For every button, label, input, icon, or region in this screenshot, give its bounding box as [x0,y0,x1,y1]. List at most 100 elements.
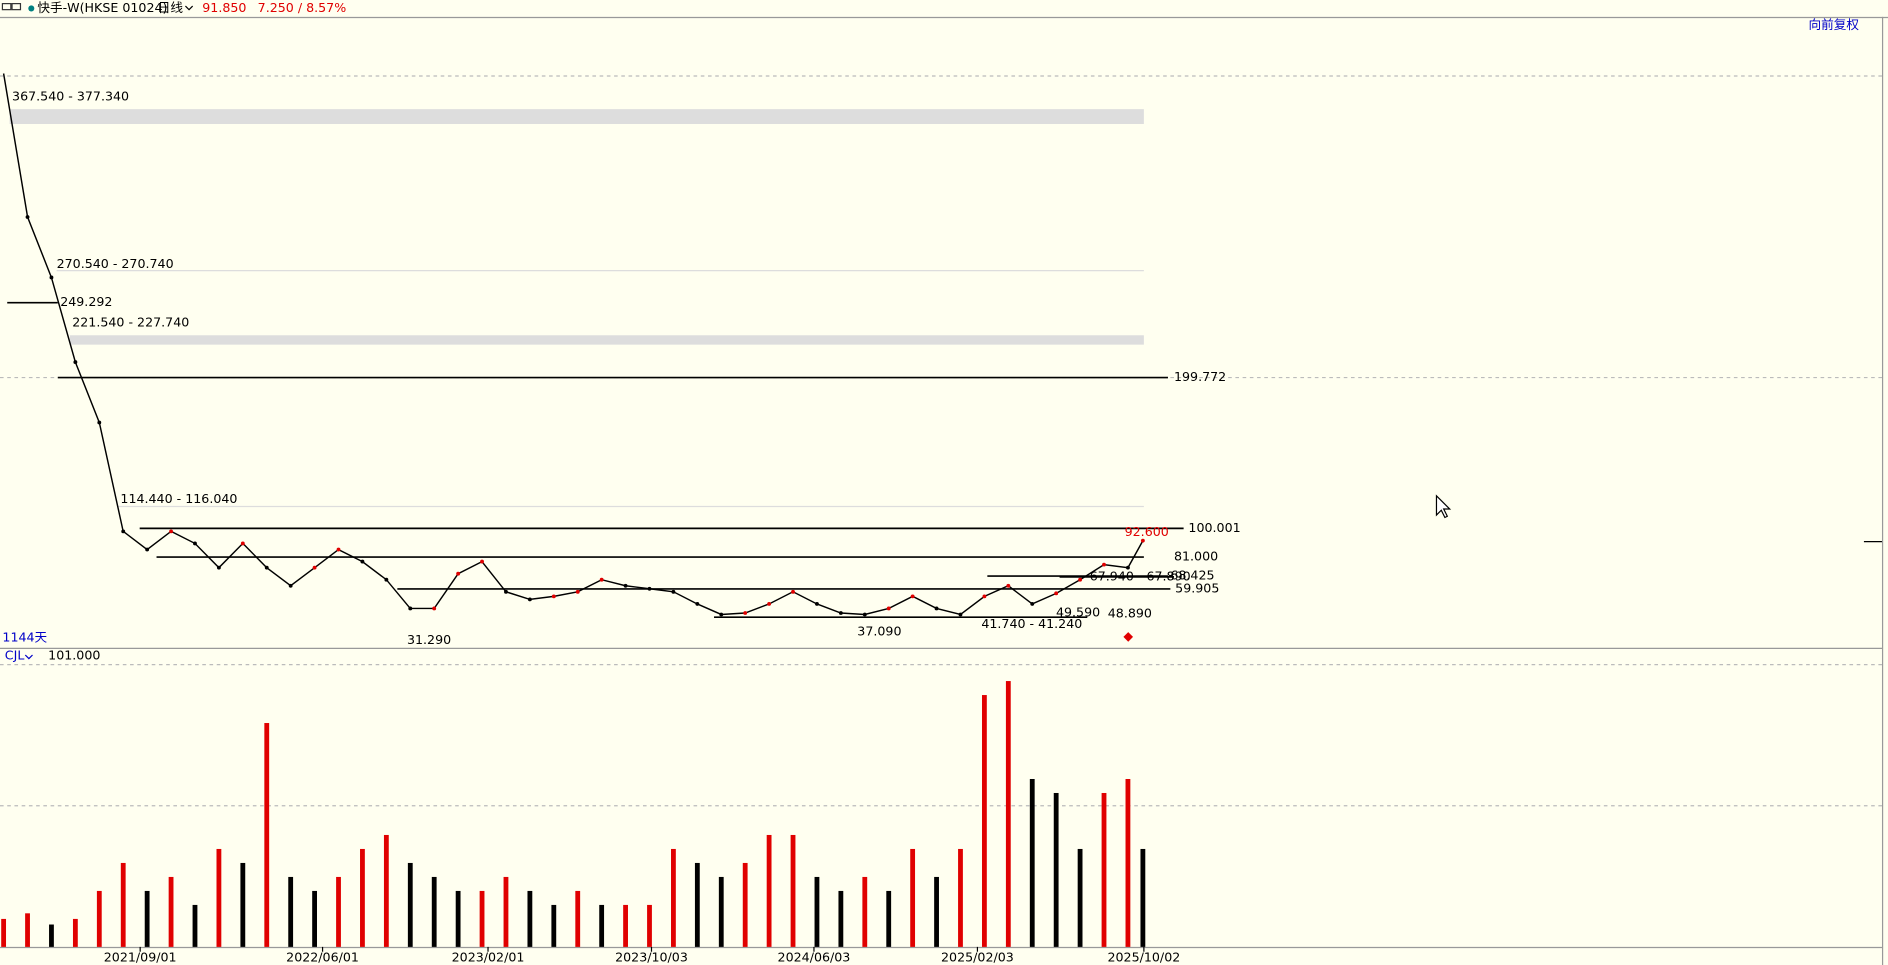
price-point [312,565,317,570]
mouse-cursor [1435,494,1452,519]
price-point [432,606,437,611]
level-label: 31.290 [407,632,451,647]
volume-bar [1077,848,1083,947]
price-point [121,529,126,534]
volume-bar [431,876,437,947]
level-label: 249.292 [60,294,112,309]
volume-bar [312,890,318,947]
level-label: 114.440 - 116.040 [120,491,237,506]
volume-bar [742,862,748,947]
indicator-name[interactable]: CJL [5,648,25,663]
volume-bar [264,723,270,947]
volume-bar [25,913,30,947]
volume-bar [120,862,126,947]
visible-days: 1144天 [2,630,47,645]
volume-bar [216,848,222,947]
adjust-mode[interactable]: 向前复权 [1809,17,1860,32]
volume-bar [718,876,724,947]
price-point [1054,591,1059,596]
price-point [599,577,604,582]
price-point [815,601,819,606]
price-point [886,606,891,611]
volume-bar [336,876,341,947]
volume-bar [240,862,246,947]
menu-icon[interactable] [1,3,12,11]
price-point [408,606,413,611]
volume-bar [1125,778,1131,947]
price-point [145,547,150,552]
volume-bar [192,904,198,947]
volume-bar [1101,792,1107,947]
volume-bar [527,890,533,947]
level-label: 67.940 - 67.890 [1090,568,1191,583]
volume-bar [1029,778,1035,947]
indicator-dropdown[interactable] [24,654,33,660]
x-tick-label: 2024/06/03 [778,949,851,964]
price-point [791,589,795,594]
price-band [9,109,1144,124]
volume-bar [1053,792,1059,947]
price-point [336,547,341,552]
price-point [288,583,293,588]
volume-bar [144,890,150,947]
price-point [1030,601,1035,606]
period-dropdown[interactable] [185,5,194,11]
volume-bar [934,876,939,947]
price-point [1126,565,1130,570]
volume-bar [1005,681,1011,947]
price-point [1102,562,1106,567]
level-label: 68.425 [1170,568,1214,583]
volume-bar [958,848,963,947]
volume-bar [981,695,987,947]
price-point [97,420,102,425]
volume-bar [647,904,652,947]
volume-bar [814,876,820,947]
volume-bar [694,862,700,947]
price-point [456,571,461,576]
price-point [25,215,30,219]
level-label: 270.540 - 270.740 [57,256,174,271]
x-tick-label: 2025/10/02 [1107,949,1180,964]
price-point [1078,577,1083,582]
price-point [360,559,365,564]
volume-bar [766,834,772,947]
price-point [695,601,700,606]
volume-bar [96,890,102,947]
volume-bar [49,924,54,947]
price-point [264,565,269,570]
price-point [671,589,676,594]
volume-bar [1,918,7,947]
level-label: 367.540 - 377.340 [12,89,129,104]
price-point [49,275,54,280]
level-label: 37.090 [857,623,901,638]
x-tick-label: 2023/02/01 [452,949,525,964]
price-point [551,594,556,599]
price-point [719,612,724,617]
volume-bar [383,834,389,947]
last-price: 91.850 [202,0,246,15]
volume-bar [72,918,78,947]
menu-icon[interactable] [11,3,22,11]
price-point [743,611,748,615]
volume-bar [288,876,294,947]
price-point [384,577,389,582]
period[interactable]: 日线 [158,0,184,15]
volume-bar [455,890,461,947]
volume-bar [910,848,916,947]
price-point [480,559,484,564]
volume-bar [407,862,413,947]
price-point [838,611,843,615]
volume-bar [671,848,676,947]
x-tick-label: 2025/02/03 [941,949,1014,964]
volume-bar [862,876,868,947]
price-point [767,601,772,606]
price-point [1140,538,1145,543]
volume-bar [503,876,509,947]
level-label: 48.890 [1108,606,1152,621]
price-point [647,586,652,591]
volume-bar [790,834,796,947]
price-point [982,594,987,599]
level-label: 41.740 - 41.240 [981,616,1082,631]
price-point [504,589,508,594]
